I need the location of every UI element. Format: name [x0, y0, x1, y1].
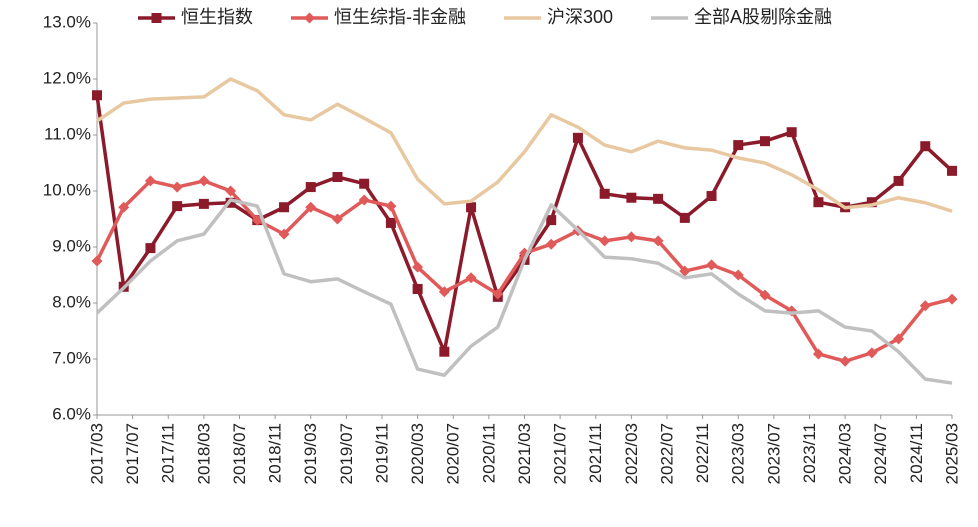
marker [599, 188, 610, 199]
x-tick-label: 2022/11 [693, 423, 712, 483]
marker [305, 201, 317, 213]
marker [706, 191, 717, 202]
x-tick-label: 2020/11 [479, 423, 498, 483]
marker [946, 293, 958, 305]
marker [492, 288, 504, 300]
marker [331, 213, 343, 225]
marker [839, 355, 851, 367]
x-tick-label: 2020/03 [408, 423, 427, 484]
x-tick-label: 2023/07 [764, 423, 783, 484]
x-tick-label: 2017/11 [159, 423, 178, 483]
marker [625, 231, 637, 243]
x-tick-label: 2022/03 [622, 423, 641, 484]
x-tick-label: 2022/07 [657, 423, 676, 484]
marker [144, 175, 156, 187]
x-tick-label: 2020/07 [444, 423, 463, 484]
legend-label: 全部A股剔除金融 [694, 7, 832, 27]
marker [679, 265, 691, 277]
x-tick-label: 2019/07 [337, 423, 356, 484]
marker [572, 132, 583, 143]
y-tick-label: 7.0% [52, 348, 91, 367]
marker [412, 261, 424, 273]
marker [439, 346, 450, 357]
x-tick-label: 2017/03 [87, 423, 106, 484]
marker [653, 193, 664, 204]
marker [172, 201, 183, 212]
x-tick-label: 2018/07 [230, 423, 249, 484]
marker [919, 300, 931, 312]
marker [118, 201, 130, 213]
marker [385, 200, 397, 212]
x-tick-label: 2018/11 [266, 423, 285, 483]
x-tick-label: 2017/07 [123, 423, 142, 484]
series-line [96, 77, 953, 213]
marker [626, 192, 637, 203]
marker [733, 140, 744, 151]
x-tick-label: 2023/03 [729, 423, 748, 484]
marker [545, 238, 557, 250]
marker [920, 141, 931, 152]
marker [385, 217, 396, 228]
marker [145, 243, 156, 254]
marker [706, 259, 718, 271]
marker [813, 197, 824, 208]
x-tick-label: 2021/07 [551, 423, 570, 484]
marker [893, 333, 905, 345]
marker [732, 269, 744, 281]
marker [947, 165, 957, 176]
x-tick-label: 2018/03 [194, 423, 213, 484]
legend-marker [151, 13, 162, 23]
marker [599, 235, 611, 247]
legend-label: 恒生指数 [181, 7, 253, 27]
marker [198, 198, 209, 209]
marker [866, 347, 878, 359]
marker [466, 202, 477, 213]
x-tick-label: 2021/11 [586, 423, 605, 483]
x-tick-label: 2024/07 [871, 423, 890, 484]
marker [759, 136, 770, 147]
marker [332, 172, 343, 182]
marker [278, 228, 290, 240]
marker [866, 197, 877, 208]
x-tick-label: 2024/03 [836, 423, 855, 484]
y-tick-label: 9.0% [52, 236, 91, 255]
legend-label: 恒生综指-非金融 [334, 7, 466, 27]
x-tick-label: 2021/03 [515, 423, 534, 484]
legend-marker [304, 12, 315, 24]
marker [759, 289, 771, 301]
x-tick-label: 2019/11 [372, 423, 391, 483]
marker [679, 212, 690, 223]
marker [91, 255, 103, 267]
y-tick-label: 13.0% [43, 12, 91, 31]
y-tick-label: 11.0% [44, 124, 91, 143]
marker [359, 178, 370, 189]
marker [465, 272, 477, 284]
y-tick-label: 12.0% [43, 68, 91, 87]
y-tick-label: 10.0% [43, 180, 91, 199]
y-tick-label: 6.0% [52, 404, 91, 423]
marker [171, 181, 183, 193]
marker [412, 284, 423, 294]
marker [198, 175, 210, 187]
marker [305, 182, 316, 193]
marker [652, 235, 664, 247]
x-tick-label: 2023/11 [800, 423, 819, 483]
marker [225, 185, 237, 197]
marker [893, 175, 904, 186]
legend-label: 沪深300 [547, 7, 613, 27]
x-tick-label: 2019/03 [301, 423, 320, 484]
marker [786, 127, 797, 138]
marker [92, 90, 102, 101]
marker [358, 194, 370, 206]
series-line [95, 198, 953, 385]
marker [812, 348, 824, 360]
x-tick-label: 2024/11 [907, 423, 926, 483]
marker [546, 215, 557, 226]
marker [279, 202, 290, 213]
y-tick-label: 8.0% [52, 292, 91, 311]
marker [438, 286, 450, 298]
x-tick-label: 2025/03 [942, 423, 961, 484]
